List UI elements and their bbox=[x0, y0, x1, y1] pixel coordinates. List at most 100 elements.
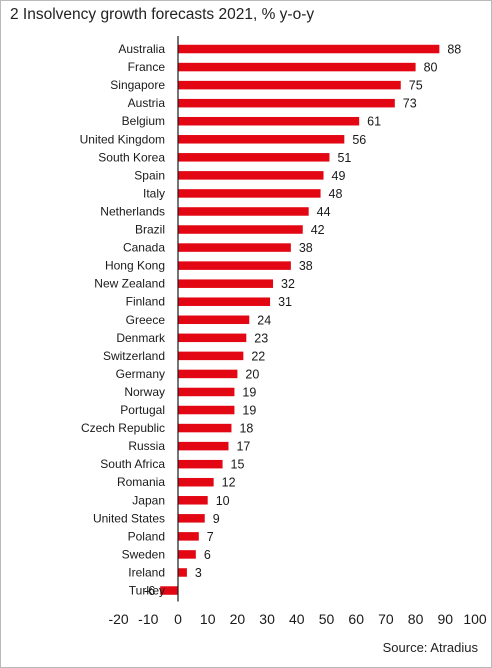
chart-title: 2 Insolvency growth forecasts 2021, % y-… bbox=[10, 6, 315, 23]
value-label: 24 bbox=[257, 313, 271, 327]
category-label: New Zealand bbox=[94, 277, 165, 291]
x-tick-label: 50 bbox=[319, 611, 335, 627]
value-label: 23 bbox=[254, 331, 268, 345]
category-label: Canada bbox=[123, 241, 165, 255]
category-label: Singapore bbox=[110, 78, 165, 92]
category-label: Germany bbox=[116, 367, 165, 381]
value-label: 7 bbox=[207, 530, 214, 544]
category-label: Finland bbox=[126, 295, 165, 309]
source-note: Source: Atradius bbox=[382, 640, 478, 655]
bar bbox=[178, 459, 223, 469]
value-label: 88 bbox=[447, 43, 461, 57]
bar bbox=[178, 44, 440, 54]
value-label: 48 bbox=[329, 187, 343, 201]
category-label: Belgium bbox=[122, 114, 165, 128]
x-tick-label: 90 bbox=[438, 611, 454, 627]
bar bbox=[178, 171, 324, 180]
value-label: 44 bbox=[317, 205, 331, 219]
value-label: 73 bbox=[403, 97, 417, 111]
category-label: France bbox=[128, 60, 166, 74]
bar bbox=[178, 387, 235, 397]
category-label: Spain bbox=[134, 168, 165, 182]
category-label: Portugal bbox=[120, 403, 165, 417]
category-label: South Korea bbox=[98, 150, 165, 164]
category-labels: Australia France Singapore Austria Belgium Un… bbox=[80, 42, 166, 598]
value-label: 12 bbox=[222, 476, 236, 490]
bar bbox=[178, 351, 244, 361]
category-label: South Africa bbox=[100, 457, 165, 471]
category-label: Brazil bbox=[135, 223, 165, 237]
bars-group bbox=[160, 44, 440, 595]
bar bbox=[178, 441, 229, 451]
bar bbox=[178, 225, 303, 234]
bar bbox=[178, 550, 196, 559]
x-tick-label: 30 bbox=[259, 611, 275, 627]
bar bbox=[178, 207, 309, 216]
x-tick-label: 100 bbox=[463, 611, 487, 627]
x-tick-label: 70 bbox=[378, 611, 394, 627]
bar bbox=[178, 80, 401, 90]
value-labels: 8880757361565149484442383832312423222019… bbox=[144, 43, 461, 599]
x-tick-label: 80 bbox=[408, 611, 424, 627]
category-label: Hong Kong bbox=[105, 259, 165, 273]
x-tick-label: 40 bbox=[289, 611, 305, 627]
category-label: Denmark bbox=[116, 331, 166, 345]
bar bbox=[178, 477, 214, 487]
category-label: Sweden bbox=[122, 547, 165, 561]
bar bbox=[178, 189, 321, 198]
x-tick-label: 0 bbox=[174, 611, 182, 627]
x-tick-label: 60 bbox=[348, 611, 364, 627]
bar bbox=[178, 568, 187, 577]
value-label: 31 bbox=[278, 295, 292, 309]
bar bbox=[178, 116, 360, 126]
value-label: 20 bbox=[245, 367, 259, 381]
category-label: Romania bbox=[117, 475, 165, 489]
bar bbox=[178, 423, 232, 433]
value-label: 6 bbox=[204, 548, 211, 562]
bar bbox=[178, 297, 271, 306]
bar bbox=[178, 315, 250, 325]
bar bbox=[178, 514, 205, 523]
value-label: 51 bbox=[337, 151, 351, 165]
bar bbox=[178, 496, 208, 505]
value-label: 18 bbox=[239, 422, 253, 436]
category-label: Norway bbox=[124, 385, 165, 399]
bar bbox=[178, 333, 247, 343]
category-label: Poland bbox=[128, 529, 165, 543]
value-label: 10 bbox=[216, 494, 230, 508]
value-label: 32 bbox=[281, 277, 295, 291]
bar bbox=[178, 279, 274, 288]
bar bbox=[178, 405, 235, 415]
bar bbox=[160, 586, 178, 595]
bar bbox=[178, 62, 416, 72]
category-label: United Kingdom bbox=[80, 132, 165, 146]
category-label: Italy bbox=[143, 186, 165, 200]
value-label: -6 bbox=[144, 584, 155, 598]
category-label: Greece bbox=[126, 313, 166, 327]
value-label: 3 bbox=[195, 566, 202, 580]
category-label: United States bbox=[93, 511, 165, 525]
bar bbox=[178, 135, 345, 144]
bar bbox=[178, 369, 238, 379]
category-label: Japan bbox=[132, 493, 165, 507]
value-label: 19 bbox=[242, 404, 256, 418]
bar bbox=[178, 532, 199, 541]
category-label: Netherlands bbox=[100, 204, 165, 218]
category-label: Russia bbox=[128, 439, 165, 453]
category-label: Austria bbox=[128, 96, 166, 110]
category-label: Ireland bbox=[128, 565, 165, 579]
bar bbox=[178, 243, 291, 252]
value-label: 15 bbox=[231, 458, 245, 472]
value-label: 80 bbox=[424, 61, 438, 75]
x-tick-label: -10 bbox=[138, 611, 158, 627]
value-label: 19 bbox=[242, 385, 256, 399]
value-label: 9 bbox=[213, 512, 220, 526]
x-tick-label: -20 bbox=[108, 611, 128, 627]
category-label: Turkey bbox=[129, 584, 165, 598]
bar bbox=[178, 153, 330, 162]
value-label: 22 bbox=[251, 349, 265, 363]
value-label: 61 bbox=[367, 115, 381, 129]
category-label: Czech Republic bbox=[81, 421, 165, 435]
bar bbox=[178, 98, 395, 108]
